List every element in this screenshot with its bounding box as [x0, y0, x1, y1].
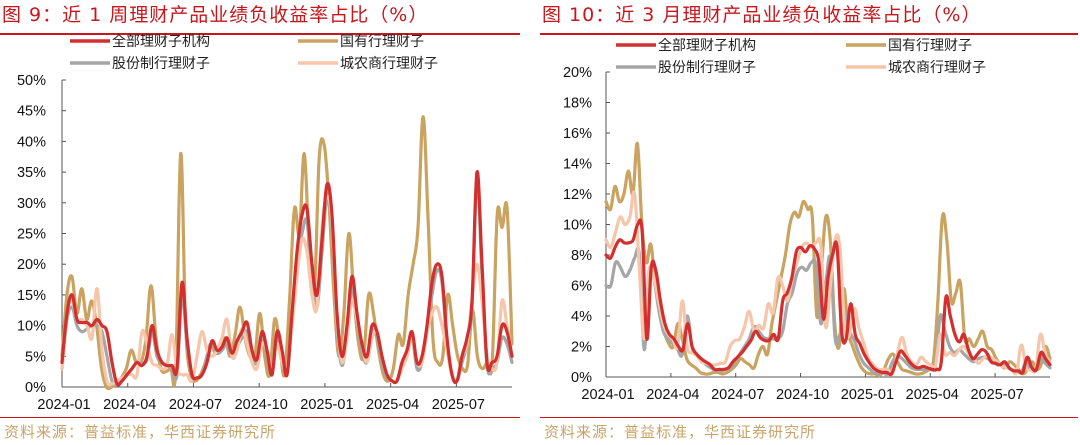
x-tick-label: 2024-07 [711, 387, 764, 403]
y-tick-label: 20% [563, 65, 592, 81]
y-tick-label: 6% [571, 279, 592, 295]
y-tick-label: 25% [17, 227, 46, 243]
x-tick-label: 2024-07 [169, 397, 222, 413]
title-divider [540, 33, 1078, 35]
figure-10-title: 图 10：近 3 月理财产品业绩负收益率占比（%） [542, 4, 982, 26]
y-tick-label: 0% [25, 380, 46, 396]
series-lines [604, 142, 1052, 378]
y-tick-label: 8% [571, 248, 592, 264]
legend-label: 国有行理财子 [888, 38, 972, 54]
x-tick-label: 2024-04 [646, 387, 699, 403]
figure-9-panel: 图 9：近 1 周理财产品业绩负收益率占比（%） 全部理财子机构 国有行理财子股份… [0, 0, 530, 445]
x-tick-label: 2024-10 [776, 387, 829, 403]
source-note: 资料来源：普益标准，华西证券研究所 [4, 423, 277, 441]
legend-label: 股份制行理财子 [658, 60, 756, 76]
legend-label: 城农商行理财子 [340, 56, 438, 72]
y-axis: 0% 5% 10% 15% 20% 25% 30% 35% 40% 45% 50% [17, 73, 66, 396]
y-tick-label: 12% [563, 187, 592, 203]
legend-label: 股份制行理财子 [112, 56, 210, 72]
x-tick-label: 2025-07 [971, 387, 1024, 403]
source-divider [540, 417, 1078, 418]
x-tick-label: 2024-10 [235, 397, 288, 413]
y-axis: 0% 2% 4% 6% 8% 10% 12% 14% 16% 18% 20% [563, 65, 610, 386]
y-tick-label: 14% [563, 157, 592, 173]
x-axis: 2024-01 2024-04 2024-07 2024-10 2025-01 2025-… [37, 383, 512, 413]
y-tick-label: 5% [25, 349, 46, 365]
x-tick-label: 2025-04 [906, 387, 959, 403]
x-tick-label: 2024-04 [103, 397, 156, 413]
y-tick-label: 18% [563, 96, 592, 112]
source-note: 资料来源：普益标准，华西证券研究所 [544, 423, 817, 441]
x-tick-label: 2025-07 [432, 397, 485, 413]
figure-9-title: 图 9：近 1 周理财产品业绩负收益率占比（%） [2, 4, 429, 26]
y-tick-label: 35% [17, 165, 46, 181]
source-divider [0, 417, 520, 418]
legend-label: 城农商行理财子 [888, 60, 986, 76]
x-tick-label: 2025-04 [366, 397, 419, 413]
series-line [604, 218, 1052, 377]
x-tick-label: 2025-01 [841, 387, 894, 403]
x-axis: 2024-01 2024-04 2024-07 2024-10 2025-01 2025-… [581, 373, 1050, 403]
y-tick-label: 40% [17, 134, 46, 150]
y-tick-label: 30% [17, 196, 46, 212]
y-tick-label: 10% [17, 319, 46, 335]
series-line [60, 170, 514, 387]
y-tick-label: 4% [571, 309, 592, 325]
series-line [60, 115, 514, 391]
y-tick-label: 0% [571, 370, 592, 386]
series-lines [60, 115, 514, 391]
y-tick-label: 20% [17, 257, 46, 273]
y-tick-label: 50% [17, 73, 46, 89]
y-tick-label: 10% [563, 218, 592, 234]
y-tick-label: 16% [563, 126, 592, 142]
legend-label: 全部理财子机构 [658, 37, 756, 54]
y-tick-label: 2% [571, 340, 592, 356]
x-tick-label: 2024-01 [581, 387, 634, 403]
x-tick-label: 2025-01 [300, 397, 353, 413]
y-tick-label: 45% [17, 104, 46, 120]
title-divider [0, 33, 520, 35]
x-tick-label: 2024-01 [37, 397, 90, 413]
figure-10-panel: 图 10：近 3 月理财产品业绩负收益率占比（%） 全部理财子机构 国有行理财子股… [540, 0, 1080, 445]
series-line [604, 190, 1052, 377]
y-tick-label: 15% [17, 288, 46, 304]
legend-label: 全部理财子机构 [112, 33, 210, 50]
legend-label: 国有行理财子 [340, 34, 424, 50]
